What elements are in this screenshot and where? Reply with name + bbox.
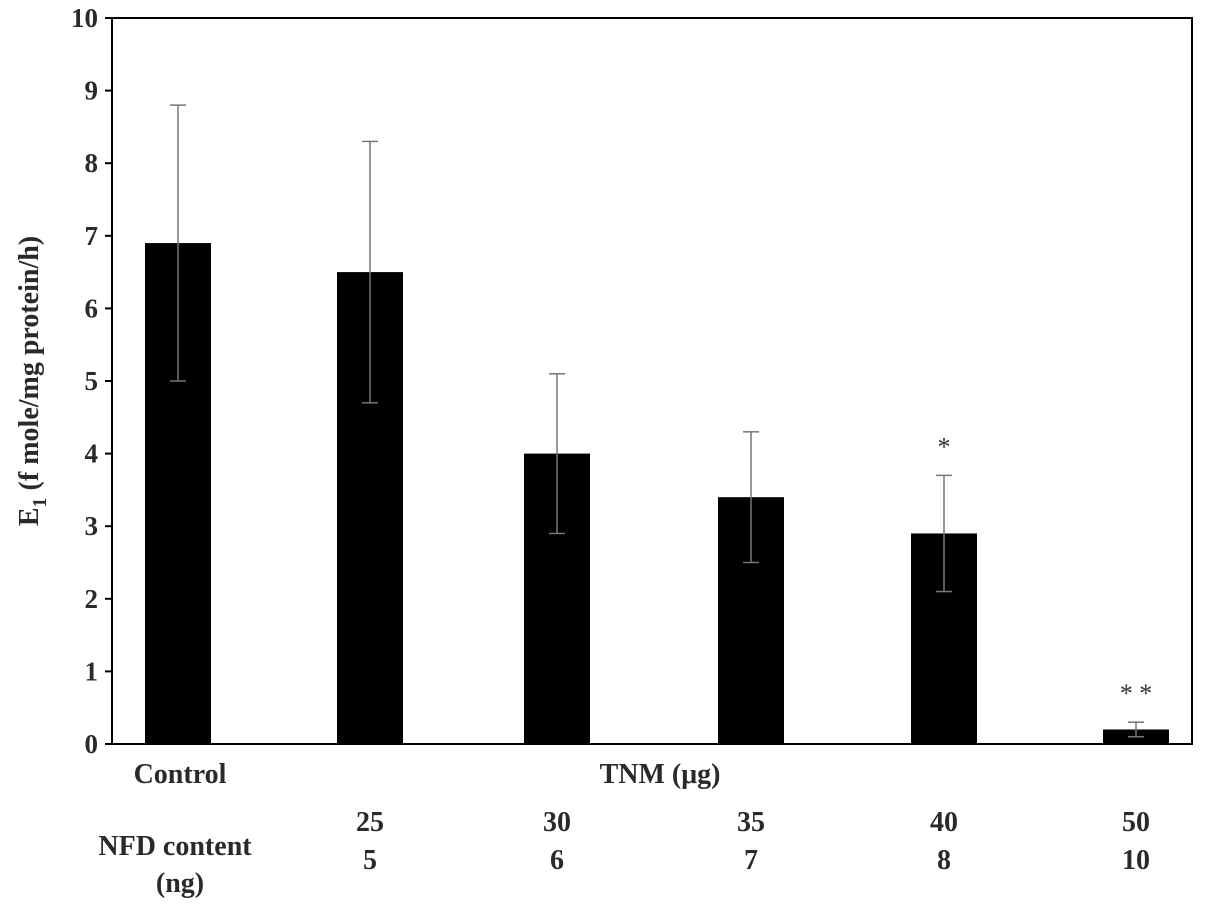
control-label: Control — [134, 759, 227, 790]
y-tick-label: 10 — [71, 3, 98, 33]
tnm-values: 25 30 35 40 50 — [356, 807, 1150, 838]
plot-frame — [111, 17, 1193, 745]
nfd-value: 5 — [363, 845, 377, 876]
y-tick-label: 9 — [85, 76, 99, 106]
nfd-value: 8 — [937, 845, 951, 876]
error-bars — [170, 104, 1144, 738]
y-axis-label: E1 (f mole/mg protein/h) — [14, 236, 51, 526]
significance-marker: * — [938, 432, 951, 461]
y-tick-label: 7 — [85, 221, 99, 251]
nfd-label-line1: NFD content — [98, 831, 252, 862]
nfd-values: 5 6 7 8 10 — [363, 845, 1150, 876]
y-tick-label: 5 — [85, 366, 99, 396]
nfd-value: 10 — [1122, 845, 1150, 876]
y-tick-label: 1 — [85, 656, 99, 686]
tnm-value: 40 — [930, 807, 958, 838]
y-axis-ticks: 0 1 2 3 4 5 6 7 8 9 10 — [71, 3, 112, 759]
significance-markers: * * * — [938, 432, 1153, 708]
y-tick-label: 0 — [85, 729, 99, 759]
y-tick-label: 6 — [85, 293, 99, 323]
y-tick-label: 8 — [85, 148, 99, 178]
y-tick-label: 2 — [85, 584, 99, 614]
significance-marker: * * — [1120, 679, 1153, 708]
bars — [145, 243, 1169, 744]
tnm-value: 25 — [356, 807, 384, 838]
tnm-label: TNM (μg) — [600, 759, 721, 790]
nfd-value: 6 — [550, 845, 564, 876]
nfd-label-line2: (ng) — [156, 868, 204, 899]
y-tick-label: 3 — [85, 511, 99, 541]
nfd-value: 7 — [744, 845, 758, 876]
tnm-value: 50 — [1122, 807, 1150, 838]
y-tick-label: 4 — [85, 439, 99, 469]
tnm-value: 35 — [737, 807, 765, 838]
tnm-value: 30 — [543, 807, 571, 838]
